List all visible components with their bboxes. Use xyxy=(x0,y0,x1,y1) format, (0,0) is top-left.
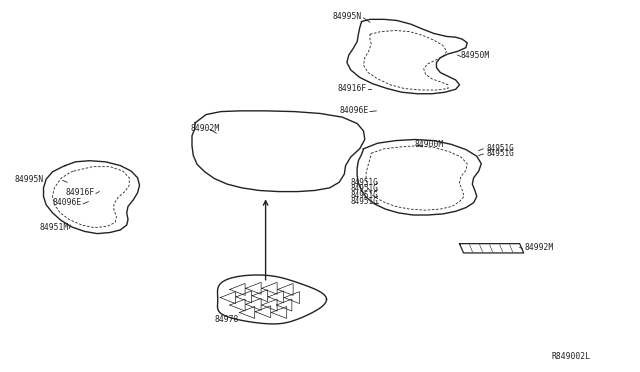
Text: R849002L: R849002L xyxy=(552,352,591,361)
Text: 84096E: 84096E xyxy=(339,106,369,115)
Text: 84995N: 84995N xyxy=(333,12,362,21)
Text: 84950M: 84950M xyxy=(461,51,490,60)
Text: 84951G: 84951G xyxy=(351,197,378,206)
Text: 84951G: 84951G xyxy=(351,178,378,187)
Text: 84096E: 84096E xyxy=(52,198,82,207)
Text: 84951G: 84951G xyxy=(486,144,514,153)
Text: 84951M: 84951M xyxy=(40,223,69,232)
Text: 84951G: 84951G xyxy=(486,149,514,158)
Text: 84916F: 84916F xyxy=(65,188,95,197)
Text: 84992M: 84992M xyxy=(525,243,554,252)
Text: 84900M: 84900M xyxy=(415,140,444,149)
Text: 84902M: 84902M xyxy=(191,124,220,133)
Text: 84978: 84978 xyxy=(214,315,239,324)
Text: 84916F: 84916F xyxy=(338,84,367,93)
Text: 84995N: 84995N xyxy=(14,175,44,184)
Text: 84951G: 84951G xyxy=(351,191,378,200)
Text: 84951G: 84951G xyxy=(351,185,378,193)
